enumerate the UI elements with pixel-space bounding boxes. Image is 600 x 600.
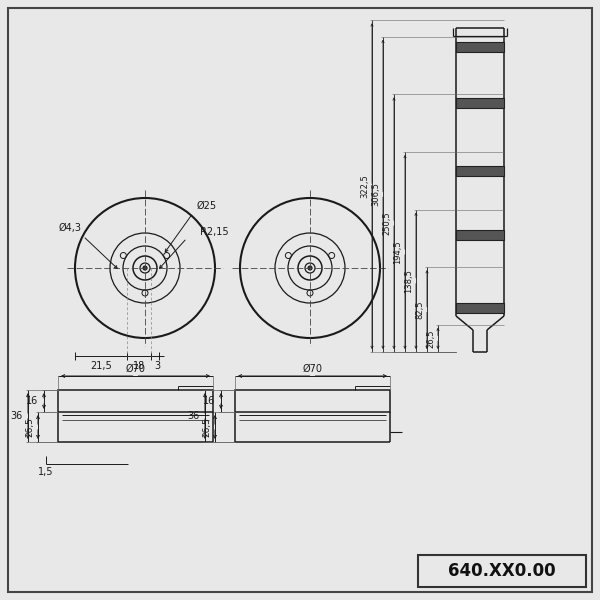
Bar — [456, 166, 504, 176]
Text: 36: 36 — [11, 411, 23, 421]
Text: 26,5: 26,5 — [426, 329, 435, 347]
Text: 16: 16 — [26, 396, 38, 406]
Text: 82,5: 82,5 — [415, 301, 424, 319]
Bar — [456, 42, 504, 52]
Bar — [456, 98, 504, 108]
Circle shape — [308, 266, 312, 270]
Text: 194,5: 194,5 — [393, 240, 402, 264]
Text: R2,15: R2,15 — [200, 227, 229, 237]
Bar — [58, 390, 213, 412]
Text: 36: 36 — [188, 411, 200, 421]
Text: 640.XX0.00: 640.XX0.00 — [448, 562, 556, 580]
Bar — [235, 390, 390, 412]
Circle shape — [143, 266, 147, 270]
Text: Ø4,3: Ø4,3 — [59, 223, 82, 233]
Bar — [456, 230, 504, 240]
Text: Ø25: Ø25 — [197, 201, 217, 211]
Text: 322,5: 322,5 — [360, 174, 369, 198]
Text: Ø70: Ø70 — [125, 364, 146, 374]
Text: 306,5: 306,5 — [371, 182, 380, 206]
Text: 138,5: 138,5 — [404, 269, 413, 293]
Text: Ø70: Ø70 — [302, 364, 323, 374]
Text: 26,5: 26,5 — [202, 417, 211, 437]
Text: 26,5: 26,5 — [25, 417, 34, 437]
Bar — [418, 555, 586, 587]
Text: 250,5: 250,5 — [382, 211, 391, 235]
Text: 1,5: 1,5 — [38, 467, 54, 477]
Bar — [456, 303, 504, 313]
Text: 18: 18 — [133, 361, 145, 371]
Text: 21,5: 21,5 — [90, 361, 112, 371]
Text: 16: 16 — [203, 396, 215, 406]
Text: 3: 3 — [154, 361, 161, 371]
